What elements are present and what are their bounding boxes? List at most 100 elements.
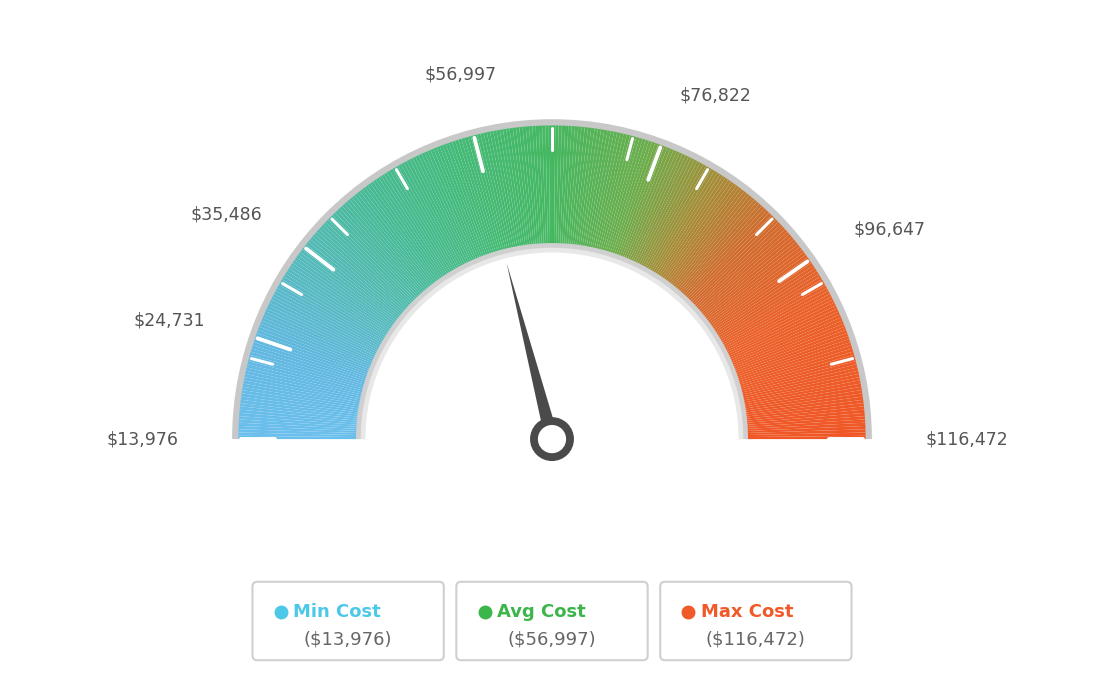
Wedge shape: [274, 291, 381, 349]
Wedge shape: [746, 416, 866, 427]
Wedge shape: [503, 129, 523, 247]
Wedge shape: [601, 135, 634, 251]
Wedge shape: [696, 227, 785, 309]
Wedge shape: [667, 186, 739, 283]
Wedge shape: [252, 345, 367, 383]
Wedge shape: [300, 250, 397, 323]
Wedge shape: [688, 215, 774, 302]
Circle shape: [530, 417, 574, 461]
Wedge shape: [743, 377, 860, 403]
Wedge shape: [474, 135, 506, 250]
Wedge shape: [672, 193, 750, 288]
Wedge shape: [284, 274, 386, 338]
Wedge shape: [651, 169, 714, 273]
Polygon shape: [507, 263, 559, 441]
Wedge shape: [675, 195, 752, 289]
Wedge shape: [317, 229, 407, 310]
Wedge shape: [679, 201, 760, 293]
Wedge shape: [245, 371, 362, 399]
Wedge shape: [390, 169, 453, 273]
Wedge shape: [526, 126, 538, 246]
Wedge shape: [705, 247, 802, 322]
Wedge shape: [716, 271, 818, 337]
Wedge shape: [704, 244, 799, 320]
Wedge shape: [427, 150, 477, 261]
Wedge shape: [330, 215, 416, 302]
Wedge shape: [238, 420, 358, 429]
Wedge shape: [733, 324, 845, 369]
Wedge shape: [598, 135, 630, 250]
Wedge shape: [519, 127, 533, 246]
Wedge shape: [746, 436, 866, 439]
Wedge shape: [240, 403, 359, 419]
Wedge shape: [569, 126, 582, 246]
Text: Max Cost: Max Cost: [701, 602, 794, 620]
Wedge shape: [262, 317, 373, 366]
Wedge shape: [455, 140, 493, 254]
Wedge shape: [703, 241, 798, 318]
Wedge shape: [740, 358, 856, 391]
Wedge shape: [273, 294, 380, 351]
Wedge shape: [655, 172, 720, 275]
Text: ($116,472): ($116,472): [705, 631, 806, 649]
Wedge shape: [255, 336, 369, 377]
Wedge shape: [305, 244, 400, 320]
Wedge shape: [424, 151, 475, 262]
Wedge shape: [250, 355, 364, 388]
Wedge shape: [253, 342, 367, 381]
Wedge shape: [619, 145, 665, 257]
Wedge shape: [715, 268, 817, 335]
Wedge shape: [542, 126, 548, 245]
Wedge shape: [608, 139, 646, 253]
Wedge shape: [728, 303, 836, 356]
Wedge shape: [614, 142, 655, 255]
Wedge shape: [574, 128, 592, 246]
Wedge shape: [244, 377, 361, 403]
Wedge shape: [434, 148, 480, 259]
Wedge shape: [737, 345, 852, 383]
Text: $116,472: $116,472: [925, 430, 1008, 448]
Wedge shape: [512, 128, 530, 246]
Text: $96,647: $96,647: [853, 221, 925, 239]
Wedge shape: [701, 237, 794, 315]
Text: Avg Cost: Avg Cost: [497, 602, 586, 620]
Wedge shape: [269, 299, 378, 355]
Wedge shape: [554, 126, 559, 245]
Wedge shape: [746, 413, 864, 425]
Wedge shape: [436, 146, 482, 258]
Wedge shape: [242, 387, 360, 408]
Wedge shape: [661, 179, 731, 279]
Wedge shape: [365, 253, 739, 439]
Wedge shape: [406, 159, 464, 267]
Wedge shape: [401, 163, 460, 268]
Wedge shape: [256, 333, 369, 375]
Wedge shape: [248, 358, 364, 391]
Wedge shape: [741, 364, 858, 395]
Wedge shape: [243, 384, 361, 406]
Wedge shape: [278, 282, 383, 344]
Wedge shape: [258, 326, 371, 371]
Wedge shape: [418, 154, 471, 263]
Wedge shape: [740, 355, 854, 388]
Wedge shape: [552, 126, 555, 245]
Wedge shape: [392, 168, 455, 272]
Circle shape: [538, 425, 566, 453]
Wedge shape: [516, 127, 532, 246]
Wedge shape: [277, 285, 383, 346]
Wedge shape: [373, 179, 443, 279]
Wedge shape: [254, 339, 368, 379]
Wedge shape: [461, 138, 498, 253]
Wedge shape: [413, 157, 467, 265]
Wedge shape: [500, 129, 521, 247]
Wedge shape: [743, 384, 861, 406]
Wedge shape: [250, 352, 365, 387]
Wedge shape: [596, 134, 627, 250]
Wedge shape: [637, 157, 691, 265]
Wedge shape: [497, 130, 520, 248]
Wedge shape: [238, 416, 358, 427]
Wedge shape: [734, 330, 847, 373]
Wedge shape: [259, 324, 371, 369]
Wedge shape: [746, 433, 866, 437]
Wedge shape: [588, 131, 614, 248]
Wedge shape: [638, 158, 694, 266]
